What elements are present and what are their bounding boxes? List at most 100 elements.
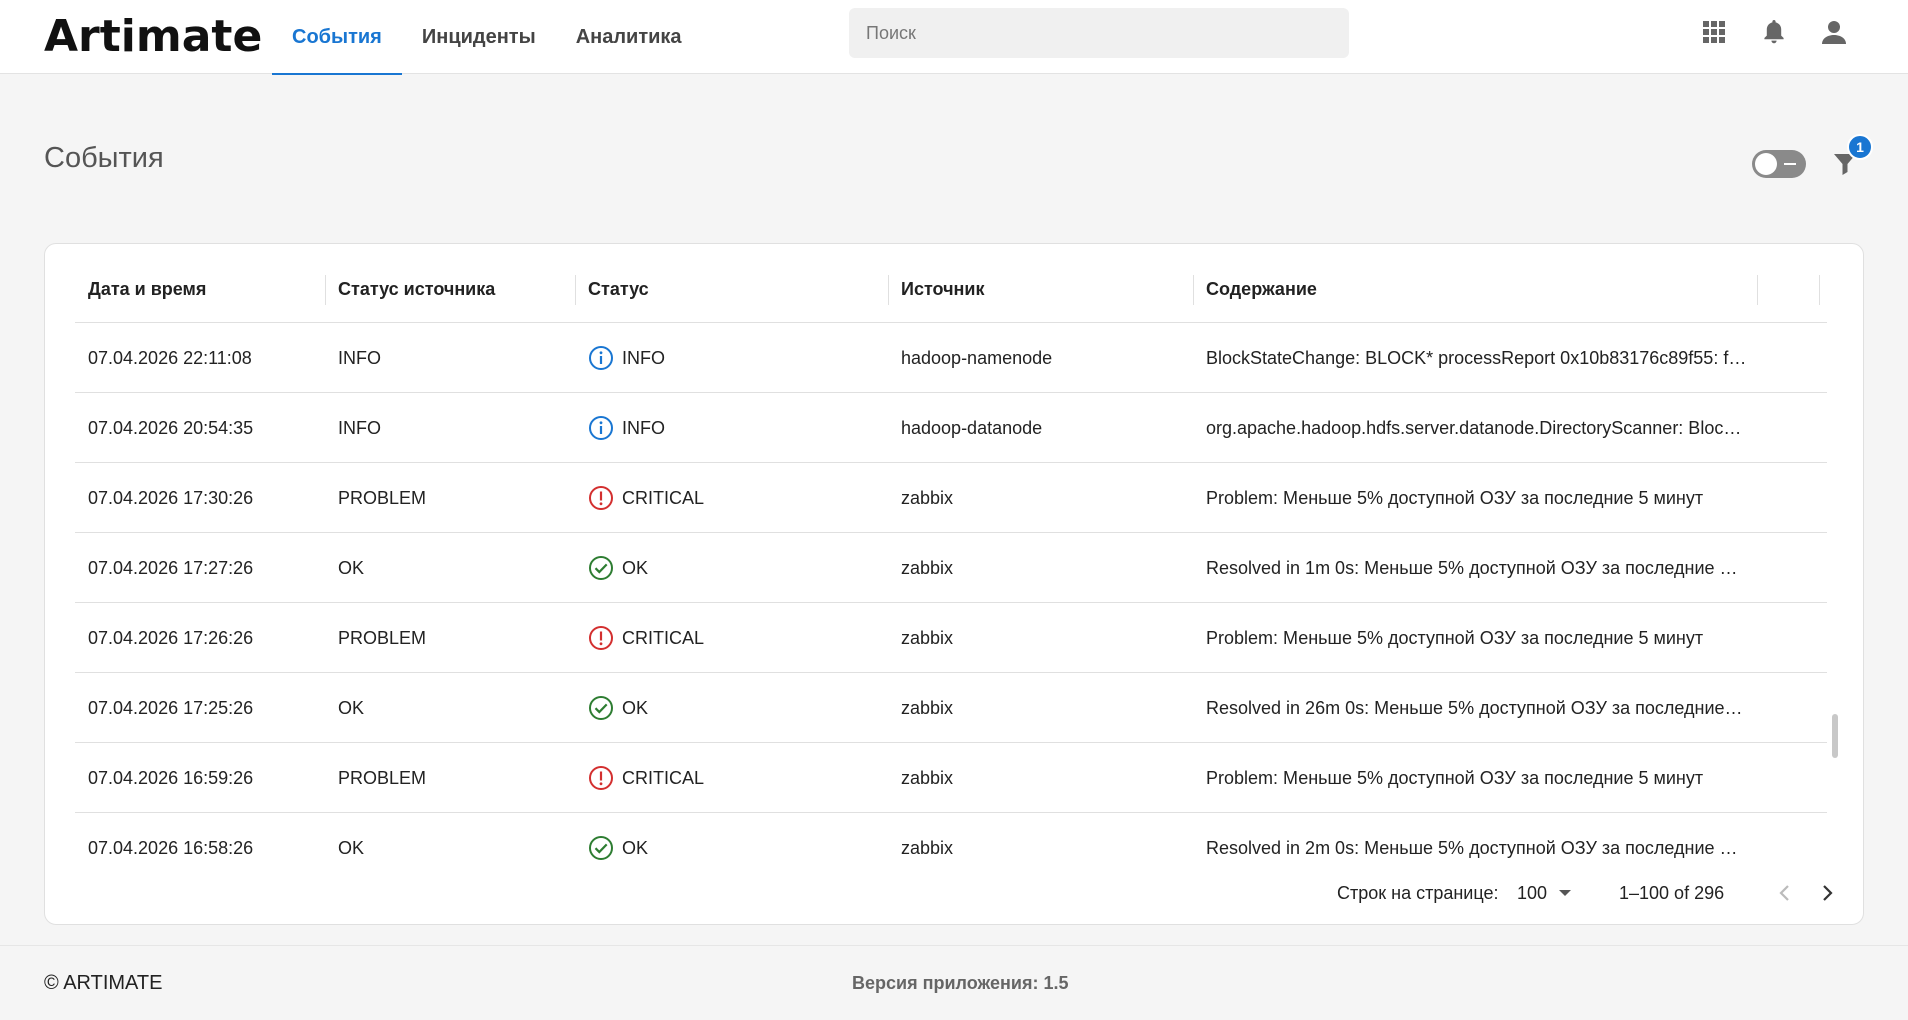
cell-content: Problem: Меньше 5% доступной ОЗУ за посл… [1206,768,1704,788]
cell-source-status: OK [338,557,365,578]
rows-per-page-select[interactable]: 100 [1517,860,1572,926]
tab-incidents[interactable]: Инциденты [402,0,556,74]
apps-grid-icon[interactable] [1698,16,1730,48]
page-range-text: 1–100 of 296 [1619,882,1725,903]
filter-count-badge: 1 [1847,134,1873,160]
table-row[interactable]: 07.04.2026 22:11:08 INFO INFO hadoop-nameno… [75,323,1827,393]
cell-datetime: 07.04.2026 17:25:26 [88,697,254,718]
cell-status: OK [575,673,888,743]
cell-status: CRITICAL [575,743,888,813]
cell-source: zabbix [901,837,954,858]
search-input[interactable] [849,8,1349,58]
dropdown-caret-icon [1559,890,1572,896]
cell-source: zabbix [901,557,954,578]
column-divider[interactable] [575,275,576,305]
table-row[interactable]: 07.04.2026 20:54:35 INFO INFO hadoop-datano… [75,393,1827,463]
status-label: INFO [622,417,665,438]
check-circle-icon [589,556,613,580]
events-table[interactable]: Дата и время Статус источника Статус Ист… [75,256,1827,860]
cell-datetime: 07.04.2026 17:27:26 [88,557,254,578]
cell-datetime: 07.04.2026 20:54:35 [88,417,254,438]
cell-content: org.apache.hadoop.hdfs.server.datanode.D… [1206,418,1747,438]
next-page-button[interactable] [1811,877,1843,909]
cell-content: Resolved in 1m 0s: Меньше 5% доступной О… [1206,558,1747,578]
critical-alert-icon [589,626,613,650]
table-body: 07.04.2026 22:11:08 INFO INFO hadoop-nameno… [75,323,1827,860]
cell-datetime: 07.04.2026 17:26:26 [88,627,254,648]
critical-alert-icon [589,766,613,790]
check-circle-icon [589,836,613,860]
critical-alert-icon [589,486,613,510]
status-label: CRITICAL [622,487,705,508]
account-icon[interactable] [1818,16,1850,48]
chevron-right-icon [1823,885,1833,901]
artimate-logo[interactable]: Artimate [44,8,262,64]
column-divider[interactable] [325,275,326,305]
cell-content: Problem: Меньше 5% доступной ОЗУ за посл… [1206,488,1704,508]
app-version-text: Версия приложения: 1.5 [852,973,1069,993]
status-label: CRITICAL [622,627,705,648]
status-label: OK [622,557,649,578]
cell-datetime: 07.04.2026 17:30:26 [88,487,254,508]
status-label: CRITICAL [622,767,705,788]
table-row[interactable]: 07.04.2026 16:58:26 OK OK zabbix Resolved in… [75,813,1827,860]
cell-datetime: 07.04.2026 22:11:08 [88,347,252,368]
filter-button[interactable] [1830,148,1860,178]
cell-source-status: INFO [338,347,381,368]
table-row[interactable]: 07.04.2026 17:27:26 OK OK zabbix Resolved in… [75,533,1827,603]
table-scrollbar[interactable] [1829,256,1841,860]
column-divider[interactable] [888,275,889,305]
table-row[interactable]: 07.04.2026 16:59:26 PROBLEM CRITICAL zabbix… [75,743,1827,813]
column-header-source-status[interactable]: Статус источника [338,279,496,299]
cell-status: CRITICAL [575,463,888,533]
view-toggle[interactable] [1752,150,1806,178]
page-title: События [44,142,164,174]
table-row[interactable]: 07.04.2026 17:30:26 PROBLEM CRITICAL zabbix… [75,463,1827,533]
table-row[interactable]: 07.04.2026 17:26:26 PROBLEM CRITICAL zabbix… [75,603,1827,673]
scrollbar-thumb[interactable] [1832,714,1838,758]
cell-content: Resolved in 26m 0s: Меньше 5% доступной … [1206,698,1747,718]
previous-page-button[interactable] [1769,877,1801,909]
column-header-status[interactable]: Статус [588,279,649,299]
column-header-content[interactable]: Содержание [1206,279,1317,299]
main-nav: События Инциденты Аналитика [272,0,702,75]
chevron-left-icon [1779,885,1789,901]
tab-analytics-label: Аналитика [575,25,682,48]
column-divider[interactable] [1819,275,1820,305]
table-header: Дата и время Статус источника Статус Ист… [75,256,1827,323]
tab-events[interactable]: События [272,0,402,75]
cell-source-status: PROBLEM [338,487,427,508]
column-header-source[interactable]: Источник [901,279,985,299]
info-icon [589,416,613,440]
toggle-dash [1784,163,1796,165]
table-row[interactable]: 07.04.2026 17:25:26 OK OK zabbix Resolved in… [75,673,1827,743]
cell-status: OK [575,813,888,860]
status-label: OK [622,837,649,858]
cell-content: Resolved in 2m 0s: Меньше 5% доступной О… [1206,838,1747,858]
app-footer: © ARTIMATE Версия приложения: 1.5 [0,945,1908,1020]
cell-source-status: OK [338,697,365,718]
cell-source: hadoop-datanode [901,417,1043,438]
cell-source-status: INFO [338,417,381,438]
cell-status: OK [575,533,888,603]
toggle-knob [1755,153,1777,175]
column-header-datetime[interactable]: Дата и время [88,279,207,299]
cell-source-status: PROBLEM [338,767,427,788]
cell-status: INFO [575,393,888,463]
cell-status: CRITICAL [575,603,888,673]
column-divider[interactable] [1193,275,1194,305]
cell-datetime: 07.04.2026 16:58:26 [88,837,254,858]
cell-status: INFO [575,323,888,393]
cell-content: BlockStateChange: BLOCK* processReport 0… [1206,348,1747,368]
cell-source: hadoop-namenode [901,347,1053,368]
column-divider[interactable] [1757,275,1758,305]
rows-per-page-value: 100 [1517,882,1548,903]
cell-source: zabbix [901,487,954,508]
cell-content: Problem: Меньше 5% доступной ОЗУ за посл… [1206,628,1704,648]
cell-source: zabbix [901,767,954,788]
pagination: Строк на странице: 100 1–100 of 296 [45,860,1865,926]
tab-incidents-label: Инциденты [421,25,536,48]
bell-icon[interactable] [1758,16,1790,48]
tab-analytics[interactable]: Аналитика [556,0,702,74]
tab-events-label: События [292,25,382,48]
